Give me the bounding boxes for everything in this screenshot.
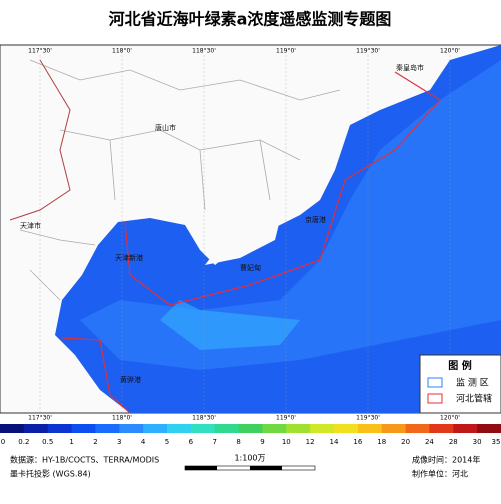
colorbar-label: 9 [260,438,264,446]
sea-shade [160,300,300,350]
colorbar-swatch [47,424,73,433]
sea-shade [80,60,501,370]
colorbar-swatch [214,424,240,433]
place-label: 天津市 [20,221,41,230]
colorbar-swatch [190,424,216,433]
colorbar-label: 35 [492,438,501,446]
colorbar-label: 10 [282,438,291,446]
colorbar-label: 24 [425,438,434,446]
lon-label: 120°0' [440,415,460,422]
colorbar-swatch [334,424,359,433]
colorbar-swatch [143,424,168,433]
colorbar-label: 2 [93,438,97,446]
footer-source: 数据源：HY-1B/COCTS、TERRA/MODIS [10,455,159,465]
colorbar-swatch [95,424,120,433]
colorbar-label: 5 [165,438,169,446]
colorbar-swatch [405,424,430,433]
colorbar-swatch [477,424,501,433]
colorbar-label: 7 [212,438,216,446]
footer-scale: 1:100万 [234,454,265,463]
colorbar-label: 14 [330,438,339,446]
colorbar-swatch [310,424,335,433]
legend-label: 河北管辖 [456,393,492,405]
colorbar-swatch [262,424,287,433]
scale-bar [184,465,316,471]
colorbar-label: 18 [377,438,386,446]
colorbar-label: 30 [473,438,482,446]
colorbar-swatch [286,424,311,433]
legend-label: 监 测 区 [456,377,489,389]
place-label: 黄骅港 [120,375,141,384]
lon-label: 118°0' [112,415,132,422]
colorbar-swatch [238,424,263,433]
colorbar-label: 1 [69,438,73,446]
lon-label: 118°0' [112,48,132,55]
lon-label: 119°0' [276,48,296,55]
colorbar-swatch [0,424,25,433]
colorbar-swatch [381,424,407,433]
colorbar-label: 0.5 [42,438,53,446]
place-label: 天津新港 [115,253,143,262]
colorbar-label: 0 [1,438,5,446]
admin-boundaries [19,59,341,301]
island [205,220,280,265]
footer-projection: 墨卡托投影 (WGS.84) [10,469,91,479]
lon-labels: 117°30' 117°30' 118°0' 118°0' 118°30' 118°30'… [28,48,460,422]
colorbar-label: 12 [306,438,315,446]
place-label: 秦皇岛市 [396,63,424,72]
colorbar-label: 16 [353,438,362,446]
footer-unit: 制作单位：河北 [412,469,468,479]
colorbar-swatch [119,424,144,433]
place-label: 京唐港 [305,215,326,224]
colorbar-swatch [453,424,478,433]
place-label: 曹妃甸 [240,263,261,272]
lon-label: 117°30' [28,415,52,422]
lon-label: 119°30' [356,48,380,55]
legend-swatch [427,377,443,388]
colorbar-label: 4 [141,438,146,446]
place-label: 唐山市 [155,123,176,132]
province-boundary [9,59,71,221]
colorbar-label: 6 [189,438,194,446]
lon-label: 120°0' [440,48,460,55]
colorbar-label: 28 [449,438,458,446]
colorbar: 0 0.2 0.5 1 2 3 4 5 6 7 8 9 10 12 14 16 18 20 24 28 30 35 [0,424,501,446]
lon-label: 119°0' [276,415,296,422]
lon-label: 119°30' [356,415,380,422]
jurisdiction-line [61,71,441,414]
colorbar-label: 0.2 [18,438,29,446]
legend-title: 图 例 [448,359,471,372]
colorbar-label: 20 [401,438,410,446]
lon-label: 118°30' [192,48,216,55]
colorbar-swatch [357,424,383,433]
lon-label: 118°30' [192,415,216,422]
footer-time: 成像时间：2014年 [412,455,480,465]
colorbar-label: 8 [236,438,240,446]
colorbar-swatch [71,424,96,433]
colorbar-label: 3 [117,438,121,446]
colorbar-swatch [23,424,49,433]
legend-swatch [427,393,443,404]
lon-label: 117°30' [28,48,52,55]
colorbar-swatch [429,424,454,433]
colorbar-swatch [167,424,192,433]
title: 河北省近海叶绿素a浓度遥感监测专题图 [109,10,392,29]
